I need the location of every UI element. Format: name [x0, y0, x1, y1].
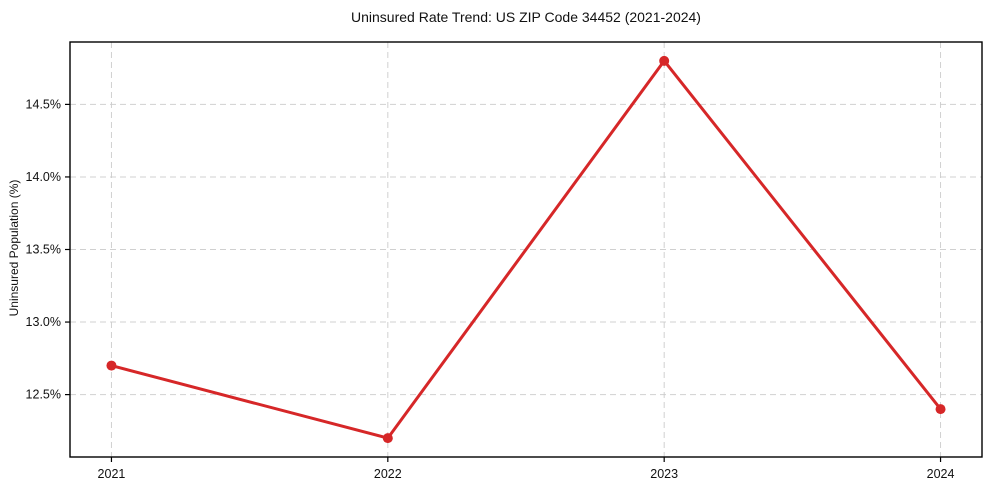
trend-line	[109, 59, 943, 440]
data-point-marker	[106, 360, 117, 371]
y-tick-label: 12.5%	[26, 388, 61, 402]
y-tick-label: 14.0%	[26, 170, 61, 184]
data-point-marker	[659, 55, 670, 66]
y-tick-label: 13.0%	[26, 315, 61, 329]
chart-title: Uninsured Rate Trend: US ZIP Code 34452 …	[351, 9, 701, 25]
x-tick-label: 2021	[98, 467, 126, 481]
x-tick-label: 2022	[374, 467, 402, 481]
x-tick-label: 2024	[927, 467, 955, 481]
y-tick-label: 13.5%	[26, 243, 61, 257]
data-point-marker	[382, 433, 393, 444]
data-point-marker	[935, 404, 946, 415]
y-tick-label: 14.5%	[26, 97, 61, 111]
x-tick-label: 2023	[650, 467, 678, 481]
